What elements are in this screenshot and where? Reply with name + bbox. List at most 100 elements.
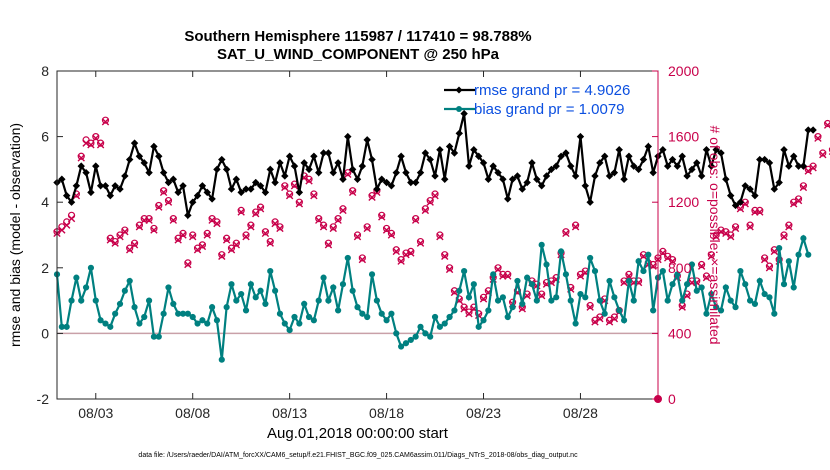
rmse-point	[760, 155, 769, 164]
obs-possible-marker	[572, 221, 580, 229]
rmse-point	[542, 172, 551, 180]
obs-assimilated-marker	[387, 231, 396, 239]
rmse-point	[281, 172, 289, 180]
bias-point	[276, 310, 284, 317]
bias-point	[344, 254, 351, 262]
y-right-tick-label: 2000	[668, 63, 699, 79]
bias-point	[339, 281, 347, 288]
obs-possible-marker	[402, 249, 410, 257]
rmse-point	[145, 168, 153, 177]
obs-assimilated-marker	[121, 228, 129, 236]
obs-possible-marker	[765, 262, 774, 270]
rmse-point	[276, 159, 284, 167]
bias-point	[587, 254, 594, 262]
obs-possible-marker	[295, 198, 303, 206]
rmse-point	[460, 109, 468, 118]
rmse-point	[218, 155, 226, 164]
obs-possible-marker	[382, 224, 391, 233]
obs-assimilated-marker	[87, 141, 95, 149]
obs-possible-marker	[378, 211, 386, 219]
bias-point	[252, 294, 259, 301]
bias-point	[417, 323, 424, 330]
obs-assimilated-marker	[407, 249, 415, 257]
obs-possible-marker	[436, 231, 444, 239]
bias-point	[509, 304, 516, 311]
rmse-point	[58, 175, 66, 183]
rmse-point	[615, 146, 623, 154]
rmse-point	[222, 165, 231, 174]
obs-assimilated-marker	[596, 314, 604, 323]
obs-possible-marker	[281, 182, 289, 190]
rmse-point	[741, 182, 749, 190]
obs-possible-marker	[586, 301, 594, 310]
bias-point	[630, 297, 637, 304]
bias-point	[635, 258, 642, 265]
bias-point	[664, 297, 671, 304]
obs-assimilated-marker	[344, 170, 352, 179]
bias-point	[625, 277, 633, 285]
bias-point	[746, 297, 754, 304]
bias-point	[601, 310, 608, 317]
obs-assimilated-marker	[494, 265, 502, 274]
obs-assimilated-marker	[668, 257, 677, 265]
bias-point	[242, 307, 250, 314]
obs-assimilated-marker	[678, 303, 686, 311]
bias-point	[795, 251, 802, 258]
bias-point	[427, 333, 434, 340]
obs-assimilated-marker	[814, 134, 822, 142]
obs-assimilated-marker	[707, 252, 716, 261]
rmse-point	[111, 182, 119, 190]
obs-possible-marker	[319, 221, 328, 229]
obs-assimilated-marker	[237, 208, 245, 216]
obs-assimilated-marker	[397, 257, 405, 265]
obs-possible-marker	[242, 231, 250, 239]
bias-point	[112, 310, 119, 317]
rmse-point	[198, 182, 207, 190]
obs-possible-marker	[135, 221, 143, 229]
rmse-point	[411, 178, 420, 187]
rmse-point	[736, 198, 745, 206]
plot-area	[57, 71, 658, 399]
bias-point	[543, 261, 550, 268]
obs-possible-marker	[441, 251, 449, 259]
rmse-point	[780, 146, 788, 154]
obs-assimilated-marker	[281, 183, 289, 192]
bias-point	[451, 307, 458, 314]
obs-assimilated-marker	[92, 134, 100, 142]
rmse-point	[125, 155, 134, 164]
obs-possible-marker	[799, 182, 808, 190]
rmse-point	[155, 152, 163, 160]
obs-assimilated-marker	[353, 232, 362, 241]
bias-point	[194, 320, 201, 327]
rmse-point	[765, 159, 774, 167]
rmse-point	[799, 162, 808, 170]
bias-point	[790, 284, 797, 291]
obs-possible-marker	[97, 139, 105, 147]
rmse-point	[518, 185, 526, 193]
obs-possible-marker	[252, 208, 260, 216]
chart-title-line2: SAT_U_WIND_COMPONENT @ 250 hPa	[217, 46, 499, 63]
bias-point	[170, 300, 177, 307]
x-tick-label: 08/23	[466, 405, 501, 421]
bias-point	[538, 241, 545, 248]
rmse-point	[252, 178, 260, 187]
obs-assimilated-marker	[436, 232, 444, 241]
rmse-point	[707, 162, 716, 170]
rmse-point	[678, 152, 686, 160]
bias-point	[257, 287, 264, 294]
bias-point	[504, 313, 511, 321]
obs-assimilated-marker	[159, 188, 168, 197]
rmse-point	[397, 152, 405, 160]
bias-point	[640, 267, 647, 275]
rmse-point	[310, 152, 318, 160]
obs-possible-marker	[809, 162, 817, 170]
obs-assimilated-marker	[135, 223, 144, 231]
obs-assimilated-marker	[111, 239, 119, 247]
bias-point	[286, 327, 293, 334]
bias-point	[412, 333, 419, 340]
rmse-point	[402, 168, 410, 177]
rmse-point	[557, 152, 565, 160]
bias-point	[742, 281, 749, 288]
obs-possible-marker	[256, 203, 265, 211]
rmse-point	[445, 142, 454, 151]
